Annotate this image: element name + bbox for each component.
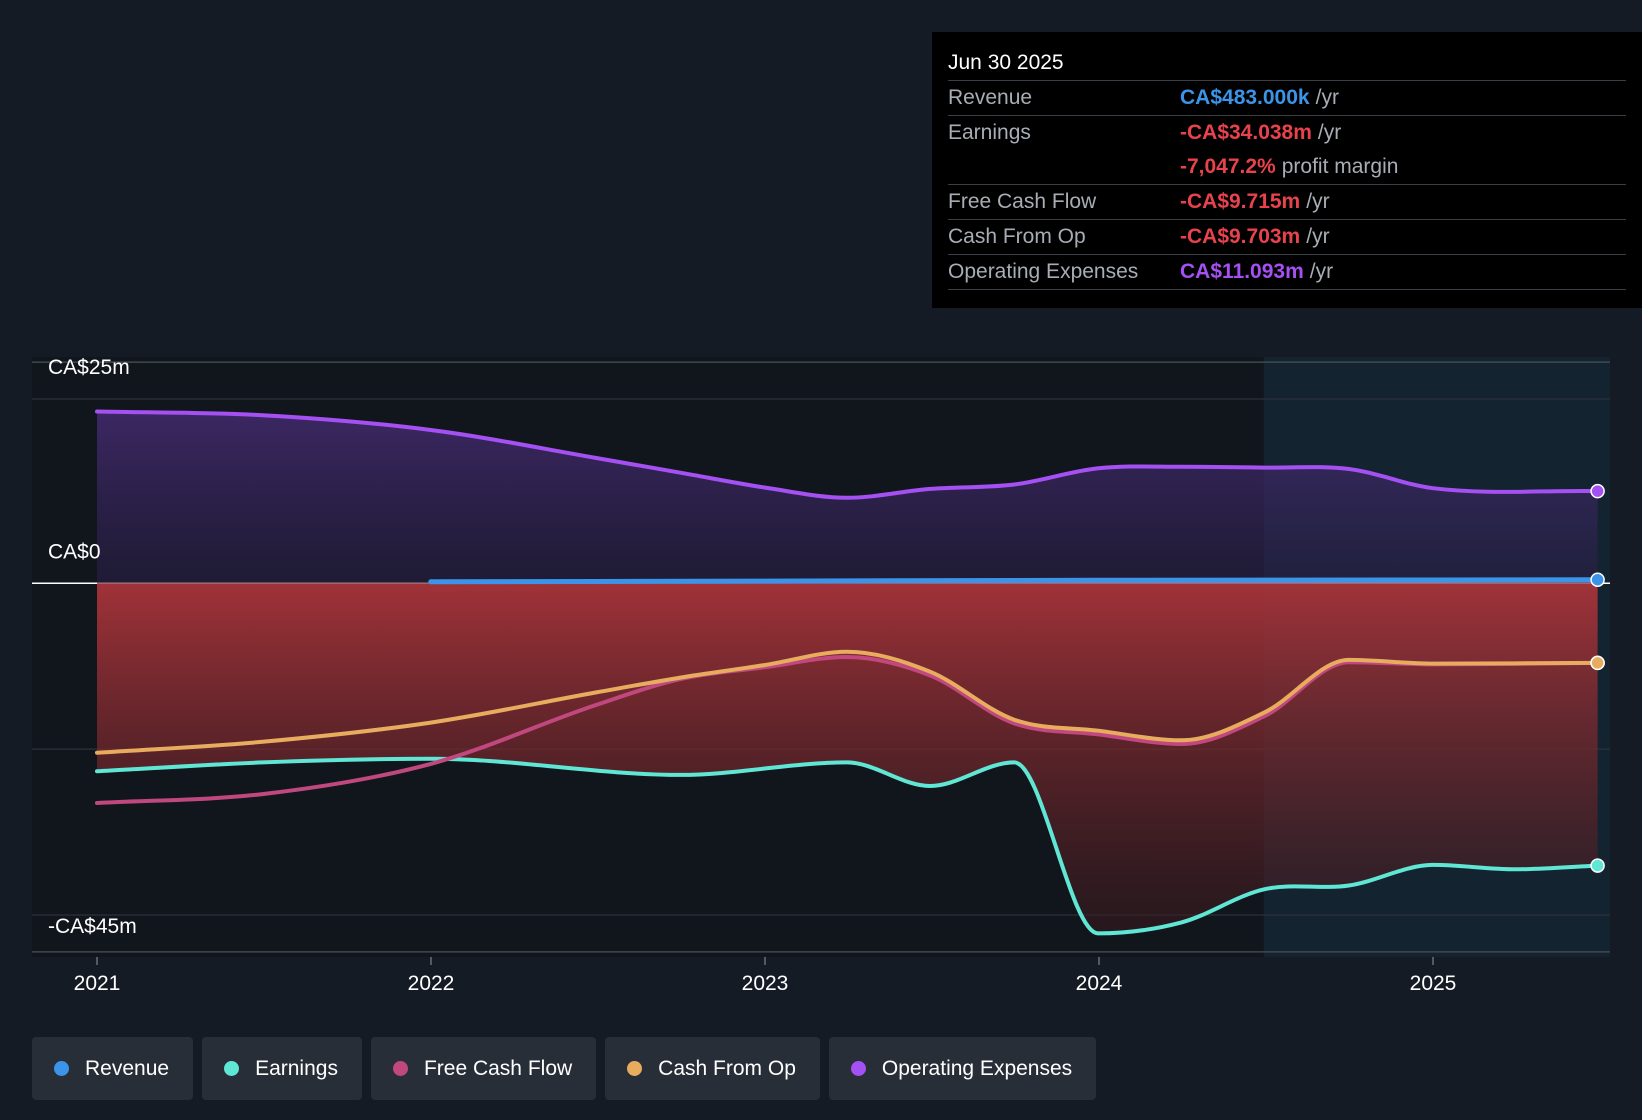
earnings-end-point [1590, 858, 1605, 873]
tooltip-value: -CA$34.038m [1180, 121, 1312, 144]
tooltip-row: -7,047.2% profit margin [948, 150, 1626, 185]
earnings-line [95, 756, 1600, 936]
tooltip-row: Cash From Op -CA$9.703m/yr [948, 220, 1626, 255]
legend-dot-icon [54, 1061, 69, 1076]
legend-label: Earnings [255, 1056, 338, 1080]
y-tick-label: -CA$45m [48, 915, 137, 938]
tooltip-row: Operating Expenses CA$11.093m/yr [948, 255, 1626, 290]
tooltip-row: Earnings -CA$34.038m/yr [948, 116, 1626, 150]
legend-dot-icon [850, 1061, 866, 1076]
tooltip-value: -CA$9.703m [1180, 225, 1301, 248]
tooltip-panel: Jun 30 2025 Revenue CA$483.000k/yr Earning… [932, 32, 1642, 308]
tooltip-unit: profit margin [1281, 155, 1399, 178]
tooltip-label: Cash From Op [948, 225, 1086, 248]
x-tick-label: 2021 [74, 972, 121, 995]
legend-label: Operating Expenses [881, 1056, 1073, 1080]
cash-from-op-end-point [1590, 655, 1605, 671]
tooltip-unit: /yr [1309, 260, 1334, 283]
tooltip-label: Free Cash Flow [948, 190, 1097, 213]
tooltip-value: CA$11.093m [1180, 260, 1304, 283]
free-cash-flow-line [95, 654, 1600, 805]
cash-from-op-line [95, 649, 1600, 755]
legend-item-operating-expenses[interactable]: Operating Expenses [828, 1037, 1097, 1100]
legend-item-revenue[interactable]: Revenue [32, 1037, 194, 1100]
operating-expenses-end-point [1590, 483, 1605, 499]
tooltip-unit: /yr [1317, 121, 1342, 144]
tooltip-unit: /yr [1315, 86, 1339, 109]
tooltip-value: -CA$9.715m [1180, 190, 1301, 213]
tooltip-unit: /yr [1306, 190, 1330, 213]
tooltip-label: Revenue [948, 86, 1033, 109]
tooltip-label: Operating Expenses [948, 260, 1139, 283]
tooltip-date: Jun 30 2025 [948, 46, 1626, 81]
legend-item-earnings[interactable]: Earnings [202, 1037, 362, 1100]
legend-label: Cash From Op [658, 1056, 796, 1080]
y-tick-label: CA$25m [48, 356, 130, 379]
tooltip-label: Earnings [948, 121, 1031, 144]
operating-expenses-line [95, 409, 1600, 500]
tooltip-row: Free Cash Flow -CA$9.715m/yr [948, 185, 1626, 220]
legend-label: Free Cash Flow [423, 1056, 573, 1080]
operating-expenses-area [97, 411, 1598, 584]
revenue-end-point [1590, 572, 1605, 587]
x-tick-label: 2022 [408, 972, 455, 995]
x-tick-label: 2023 [742, 972, 789, 995]
legend-label: Revenue [85, 1056, 170, 1080]
legend-dot-icon [224, 1061, 240, 1076]
tooltip-label [948, 150, 1180, 184]
y-tick-label: CA$0 [48, 540, 101, 563]
legend-dot-icon [627, 1061, 643, 1076]
legend: Revenue Earnings Free Cash Flow Cash From O… [32, 1037, 1097, 1100]
legend-item-free-cash-flow[interactable]: Free Cash Flow [370, 1037, 597, 1100]
x-tick-label: 2025 [1410, 972, 1457, 995]
revenue-line [428, 577, 1601, 585]
tooltip-row: Revenue CA$483.000k/yr [948, 81, 1626, 116]
earnings-area [97, 583, 1598, 934]
x-tick-label: 2024 [1076, 972, 1123, 995]
tooltip-value: CA$483.000k [1180, 86, 1310, 109]
tooltip-value: -7,047.2% [1180, 155, 1276, 178]
legend-dot-icon [392, 1061, 408, 1076]
tooltip-unit: /yr [1306, 225, 1330, 248]
legend-item-cash-from-op[interactable]: Cash From Op [605, 1037, 820, 1100]
